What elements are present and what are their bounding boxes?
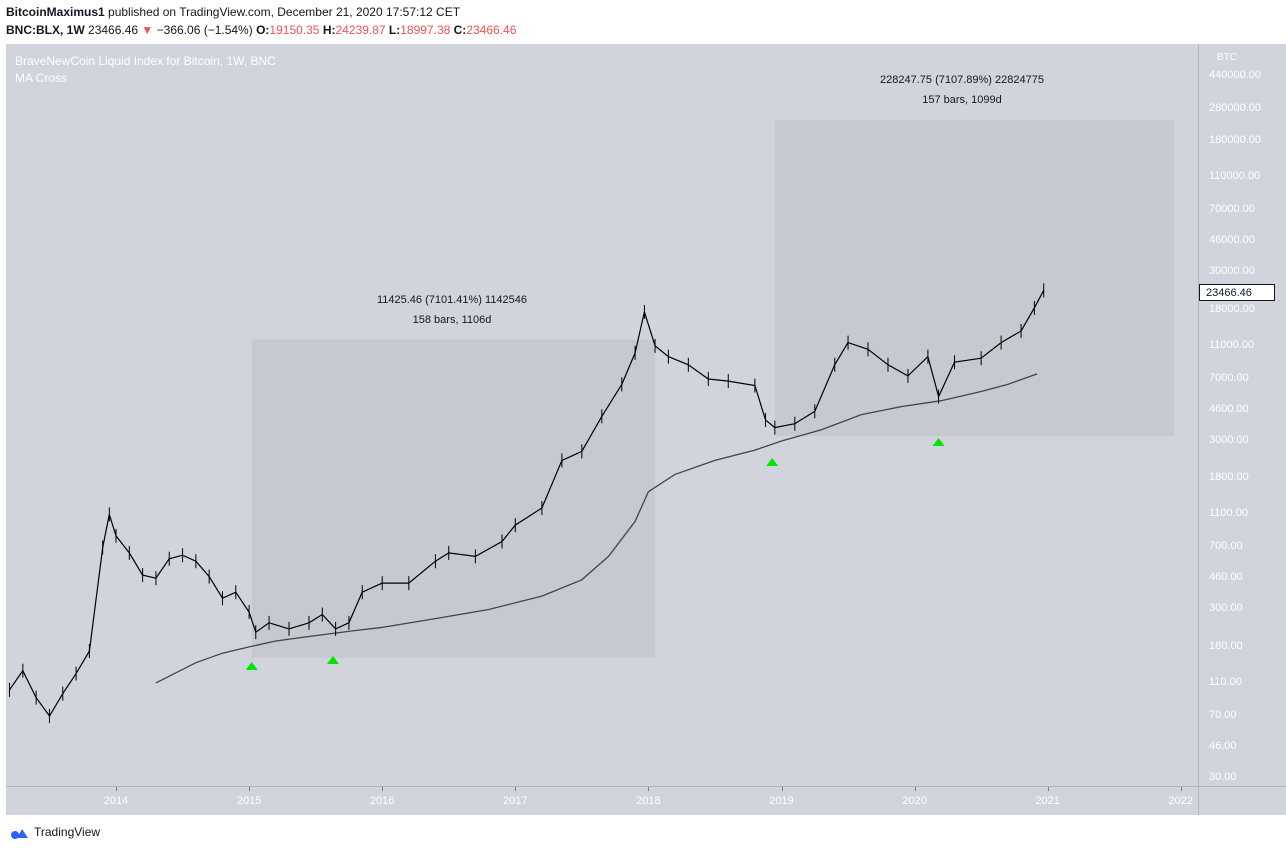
footer-brand-text: TradingView bbox=[34, 825, 101, 839]
time-axis[interactable]: 2014 2015 2016 2017 2018 2019 2020 2021 2022 bbox=[6, 786, 1198, 815]
time-tick-mark bbox=[648, 787, 650, 791]
time-tick-label: 2018 bbox=[636, 795, 661, 807]
price-tick-label: 70.00 bbox=[1209, 708, 1237, 721]
signal-triangle-2 bbox=[326, 656, 339, 664]
last-price-label: 23466.46 bbox=[1199, 284, 1275, 301]
price-tick-label: 7000.00 bbox=[1209, 371, 1249, 384]
time-tick-mark bbox=[781, 787, 783, 791]
time-tick-label: 2015 bbox=[236, 795, 262, 807]
time-tick-label: 2022 bbox=[1168, 795, 1194, 807]
symbol-label[interactable]: BNC:BLX, 1W bbox=[6, 23, 85, 37]
time-tick-label: 2021 bbox=[1035, 795, 1060, 807]
price-tick-label: 18000.00 bbox=[1209, 302, 1255, 315]
chart-pane[interactable]: BraveNewCoin Liquid Index for Bitcoin, 1… bbox=[6, 44, 1198, 786]
measure1-bars: 158 bars, 1106d bbox=[412, 314, 492, 326]
time-tick-label: 2016 bbox=[369, 795, 395, 807]
time-tick-mark bbox=[914, 787, 916, 791]
ma-line bbox=[155, 373, 1038, 684]
low-label: L: bbox=[388, 23, 401, 37]
signal-triangle-1 bbox=[245, 662, 258, 670]
price-tick-label: 46000.00 bbox=[1209, 234, 1255, 247]
price-tick-label: 46.00 bbox=[1209, 739, 1237, 752]
close-label: C: bbox=[453, 23, 467, 37]
measure-box-2 bbox=[774, 120, 1175, 437]
price-tick-label: 4600.00 bbox=[1209, 402, 1249, 415]
legend-study[interactable]: MA Cross bbox=[15, 71, 68, 85]
price-change: −366.06 (−1.54%) bbox=[156, 23, 253, 37]
price-tick-label: 440000.00 bbox=[1209, 68, 1261, 81]
publish-line: BitcoinMaximus1 published on TradingView… bbox=[6, 5, 460, 19]
price-tick-label: 300.00 bbox=[1209, 602, 1243, 615]
low-value: 18997.38 bbox=[400, 23, 451, 37]
high-value: 24239.87 bbox=[335, 23, 386, 37]
time-tick-label: 2019 bbox=[769, 795, 794, 807]
price-tick-label: 460.00 bbox=[1209, 571, 1243, 584]
time-tick-mark bbox=[1180, 787, 1182, 791]
tradingview-logo-icon bbox=[11, 829, 28, 839]
price-tick-label: 1800.00 bbox=[1209, 471, 1249, 484]
price-tick-label: 1100.00 bbox=[1209, 507, 1248, 520]
time-tick-mark bbox=[116, 787, 117, 791]
footer-brand[interactable]: TradingView bbox=[8, 824, 100, 840]
price-tick-label: 180.00 bbox=[1209, 639, 1243, 652]
price-tick-label: 280000.00 bbox=[1209, 102, 1261, 114]
time-tick-mark bbox=[249, 787, 251, 791]
measure-box-1 bbox=[251, 339, 656, 658]
price-tick-label: 700.00 bbox=[1209, 540, 1243, 553]
price-tick-label: 70000.00 bbox=[1209, 203, 1255, 216]
measure1-label: 11425.46 (7101.41%) 1142546 bbox=[376, 294, 528, 306]
close-value: 23466.46 bbox=[466, 23, 517, 37]
price-tick-label: 11000.00 bbox=[1209, 338, 1255, 351]
time-tick-label: 2014 bbox=[103, 795, 129, 807]
price-tick-label: 3000.00 bbox=[1209, 433, 1249, 446]
axis-corner bbox=[1198, 786, 1286, 815]
axis-currency: BTC bbox=[1217, 52, 1237, 63]
open-value: 19150.35 bbox=[269, 23, 320, 37]
measure2-bars: 157 bars, 1099d bbox=[922, 94, 1002, 106]
price-axis[interactable]: BTC 440000.00 280000.00 180000.00 110000.00… bbox=[1198, 44, 1286, 786]
author-name[interactable]: BitcoinMaximus1 bbox=[6, 5, 105, 19]
ohlc-line: BNC:BLX, 1W 23466.46 ▼ −366.06 (−1.54%) … bbox=[6, 23, 516, 37]
time-tick-label: 2017 bbox=[503, 795, 528, 807]
price-tick-label: 30000.00 bbox=[1209, 265, 1255, 278]
legend-title[interactable]: BraveNewCoin Liquid Index for Bitcoin, 1… bbox=[15, 54, 276, 68]
price-tick-label: 110.00 bbox=[1209, 675, 1242, 688]
signal-triangle-4 bbox=[932, 438, 945, 446]
time-tick-mark bbox=[382, 787, 384, 791]
down-arrow-icon: ▼ bbox=[141, 23, 154, 37]
time-tick-mark bbox=[515, 787, 517, 791]
signal-triangle-3 bbox=[766, 458, 779, 466]
open-label: O: bbox=[256, 23, 270, 37]
price-tick-label: 30.00 bbox=[1209, 771, 1237, 783]
time-tick-label: 2020 bbox=[902, 795, 927, 807]
high-label: H: bbox=[322, 23, 336, 37]
price-tick-label: 180000.00 bbox=[1209, 134, 1261, 147]
measure2-label: 228247.75 (7107.89%) 22824775 bbox=[880, 74, 1044, 86]
last-price: 23466.46 bbox=[88, 23, 139, 37]
published-info: published on TradingView.com, December 2… bbox=[104, 5, 461, 19]
price-tick-label: 110000.00 bbox=[1209, 170, 1261, 183]
price-chart[interactable] bbox=[6, 44, 1198, 786]
time-tick-mark bbox=[1047, 787, 1049, 791]
